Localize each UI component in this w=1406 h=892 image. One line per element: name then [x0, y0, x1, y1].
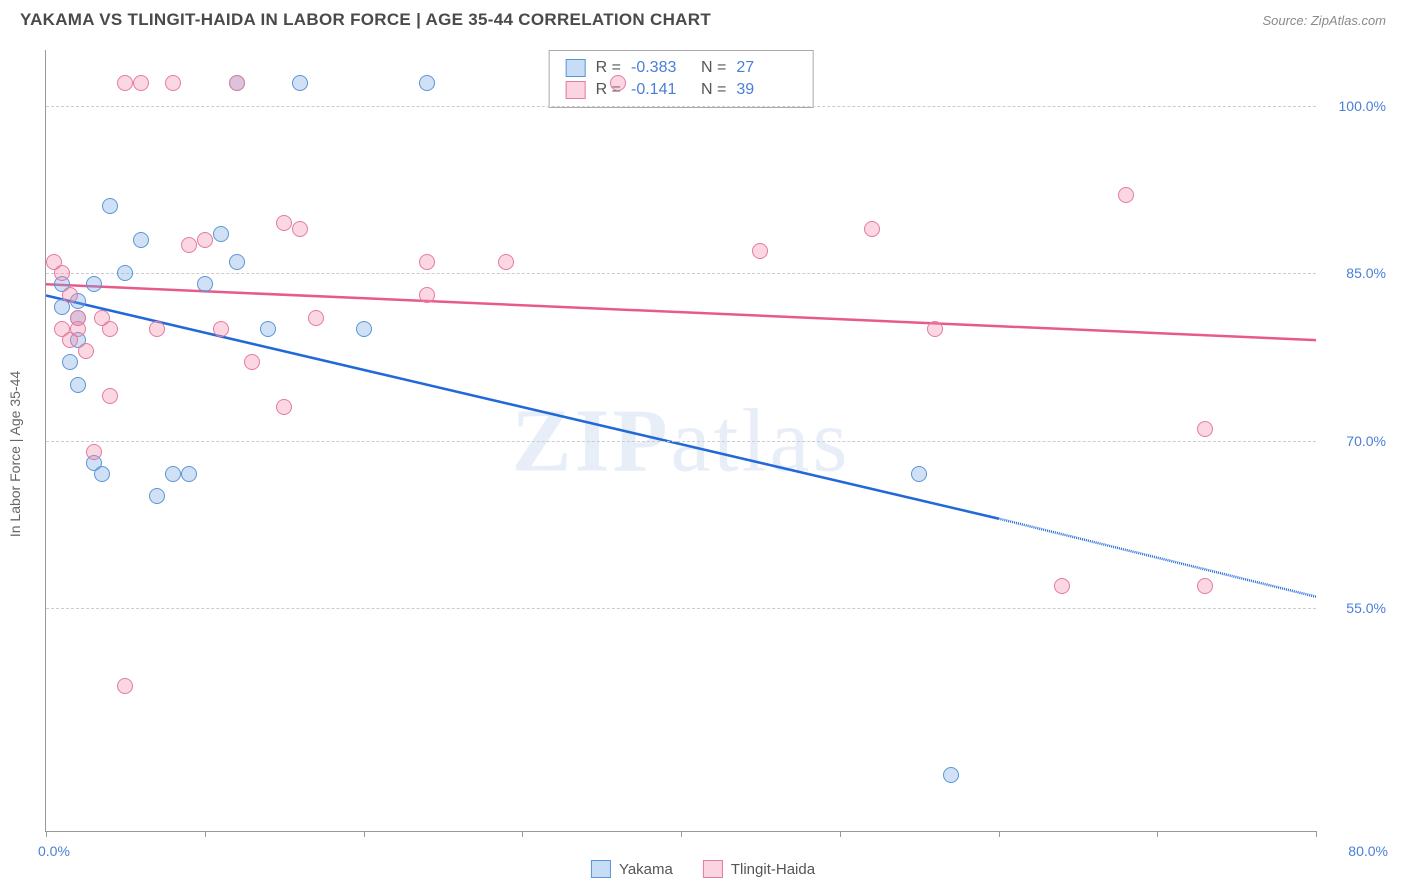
legend-swatch-yakama [591, 860, 611, 878]
data-point [260, 321, 276, 337]
data-point [86, 444, 102, 460]
data-point [117, 265, 133, 281]
data-point [78, 343, 94, 359]
data-point [181, 466, 197, 482]
data-point [213, 321, 229, 337]
data-point [102, 321, 118, 337]
x-tick [681, 831, 682, 837]
data-point [86, 276, 102, 292]
legend-swatch-tlingit [703, 860, 723, 878]
n-value-yakama: 27 [736, 59, 796, 77]
swatch-tlingit [566, 81, 586, 99]
data-point [308, 310, 324, 326]
bottom-legend: Yakama Tlingit-Haida [591, 860, 815, 878]
data-point [213, 226, 229, 242]
data-point [927, 321, 943, 337]
source-attribution: Source: ZipAtlas.com [1262, 13, 1386, 28]
data-point [229, 254, 245, 270]
legend-item-yakama: Yakama [591, 860, 673, 878]
data-point [419, 287, 435, 303]
r-label: R = [596, 59, 621, 77]
legend-label: Tlingit-Haida [731, 861, 815, 878]
data-point [102, 388, 118, 404]
data-point [133, 75, 149, 91]
data-point [149, 488, 165, 504]
r-value-yakama: -0.383 [631, 59, 691, 77]
x-tick [1157, 831, 1158, 837]
legend-label: Yakama [619, 861, 673, 878]
data-point [1054, 578, 1070, 594]
x-tick [205, 831, 206, 837]
data-point [165, 75, 181, 91]
data-point [197, 232, 213, 248]
data-point [292, 75, 308, 91]
data-point [102, 198, 118, 214]
x-tick-label: 80.0% [1348, 843, 1388, 859]
data-point [70, 377, 86, 393]
data-point [244, 354, 260, 370]
y-tick-label: 85.0% [1346, 265, 1386, 281]
data-point [149, 321, 165, 337]
data-point [752, 243, 768, 259]
data-point [276, 215, 292, 231]
data-point [276, 399, 292, 415]
y-tick-label: 100.0% [1339, 98, 1386, 114]
x-tick-label: 0.0% [38, 843, 70, 859]
gridline [46, 608, 1316, 609]
gridline [46, 441, 1316, 442]
data-point [864, 221, 880, 237]
scatter-chart: ZIPatlas R = -0.383 N = 27 R = -0.141 N … [45, 50, 1316, 832]
y-tick-label: 55.0% [1346, 600, 1386, 616]
stats-row-tlingit: R = -0.141 N = 39 [566, 79, 797, 101]
x-tick [364, 831, 365, 837]
n-label: N = [701, 59, 726, 77]
data-point [62, 354, 78, 370]
data-point [419, 75, 435, 91]
data-point [70, 321, 86, 337]
y-axis-label: In Labor Force | Age 35-44 [7, 371, 23, 537]
data-point [229, 75, 245, 91]
data-point [1197, 421, 1213, 437]
data-point [1197, 578, 1213, 594]
data-point [133, 232, 149, 248]
gridline [46, 106, 1316, 107]
swatch-yakama [566, 59, 586, 77]
n-label: N = [701, 81, 726, 99]
data-point [94, 466, 110, 482]
data-point [117, 678, 133, 694]
gridline [46, 273, 1316, 274]
x-tick [522, 831, 523, 837]
data-point [498, 254, 514, 270]
x-tick [840, 831, 841, 837]
x-tick [1316, 831, 1317, 837]
data-point [117, 75, 133, 91]
data-point [62, 287, 78, 303]
data-point [292, 221, 308, 237]
data-point [610, 75, 626, 91]
data-point [197, 276, 213, 292]
x-tick [46, 831, 47, 837]
data-point [911, 466, 927, 482]
y-tick-label: 70.0% [1346, 433, 1386, 449]
data-point [165, 466, 181, 482]
stats-box: R = -0.383 N = 27 R = -0.141 N = 39 [549, 50, 814, 108]
data-point [181, 237, 197, 253]
x-tick [999, 831, 1000, 837]
chart-title: YAKAMA VS TLINGIT-HAIDA IN LABOR FORCE |… [20, 10, 711, 30]
r-value-tlingit: -0.141 [631, 81, 691, 99]
legend-item-tlingit: Tlingit-Haida [703, 860, 815, 878]
data-point [943, 767, 959, 783]
data-point [1118, 187, 1134, 203]
n-value-tlingit: 39 [736, 81, 796, 99]
data-point [356, 321, 372, 337]
data-point [54, 265, 70, 281]
stats-row-yakama: R = -0.383 N = 27 [566, 57, 797, 79]
data-point [419, 254, 435, 270]
